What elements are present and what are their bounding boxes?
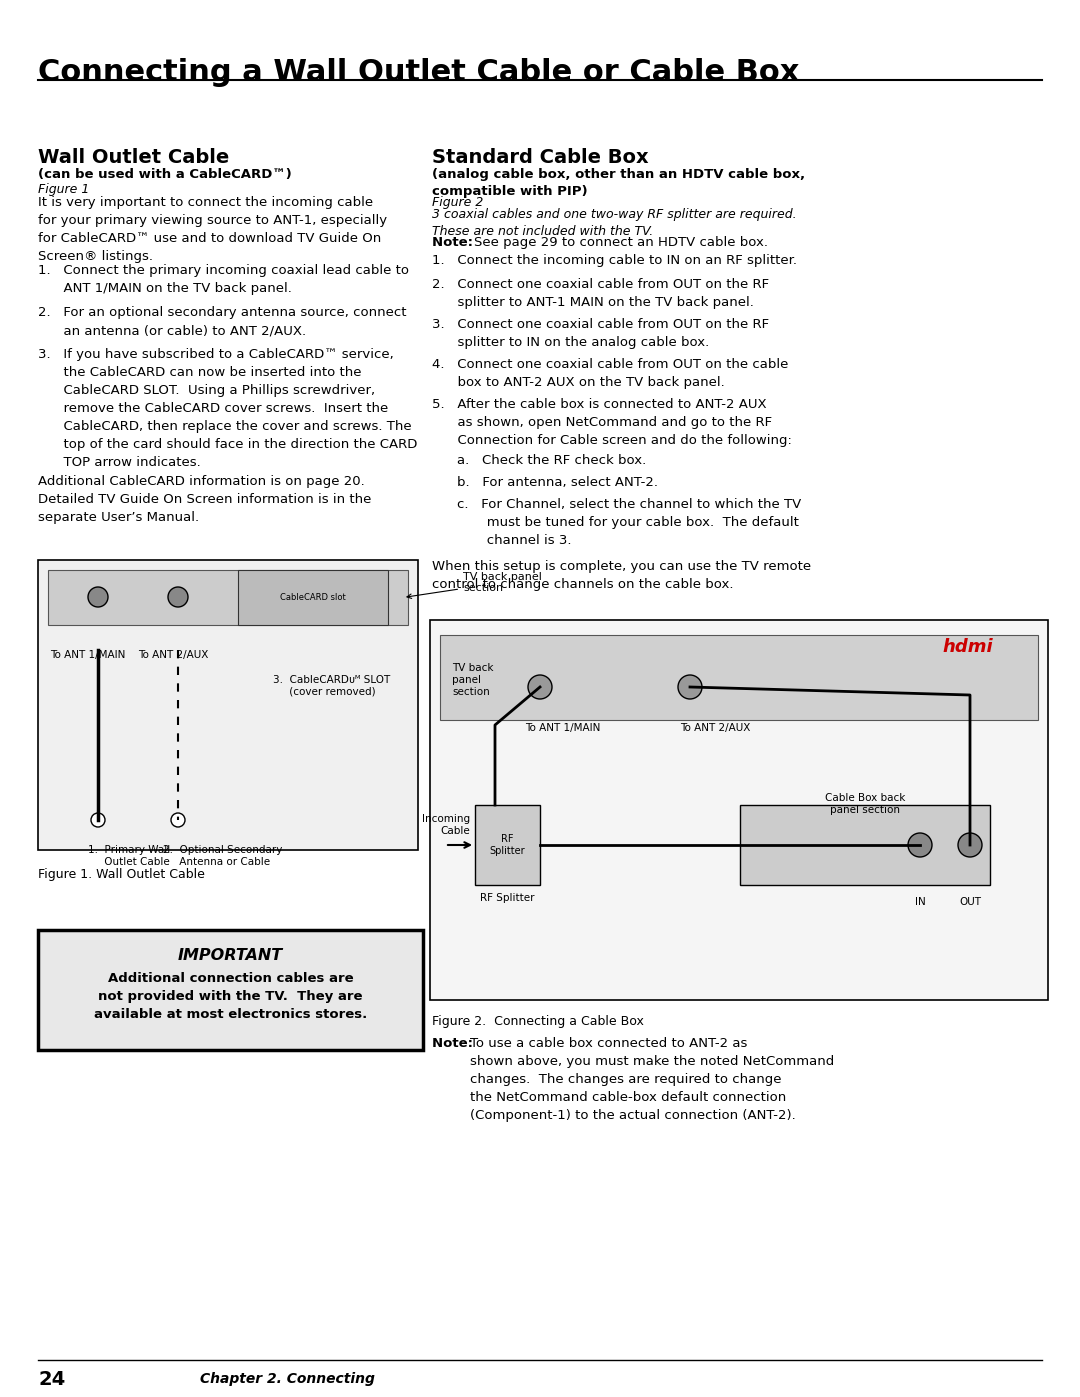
Text: RF Splitter: RF Splitter [481, 893, 535, 902]
Bar [38, 930, 423, 1051]
Text: 3.   Connect one coaxial cable from OUT on the RF
      splitter to IN on the an: 3. Connect one coaxial cable from OUT on… [432, 319, 769, 349]
Text: 3.  CableCARDᴜᴹ SLOT
     (cover removed): 3. CableCARDᴜᴹ SLOT (cover removed) [273, 675, 390, 697]
Text: Additional connection cables are: Additional connection cables are [108, 972, 353, 985]
Circle shape [908, 833, 932, 856]
Text: Incoming
Cable: Incoming Cable [422, 814, 470, 837]
Text: c.   For Channel, select the channel to which the TV
       must be tuned for yo: c. For Channel, select the channel to wh… [457, 497, 801, 548]
Bar [38, 560, 418, 849]
Text: When this setup is complete, you can use the TV remote
control to change channel: When this setup is complete, you can use… [432, 560, 811, 591]
Text: 5.   After the cable box is connected to ANT-2 AUX
      as shown, open NetComma: 5. After the cable box is connected to A… [432, 398, 792, 447]
Bar [475, 805, 540, 886]
Text: CableCARD slot: CableCARD slot [280, 592, 346, 602]
Text: To use a cable box connected to ANT-2 as
shown above, you must make the noted Ne: To use a cable box connected to ANT-2 as… [470, 1037, 834, 1122]
Circle shape [678, 675, 702, 698]
Text: Note:: Note: [432, 236, 483, 249]
Text: RF
Splitter: RF Splitter [489, 834, 525, 856]
Text: available at most electronics stores.: available at most electronics stores. [94, 1009, 367, 1021]
Text: TV back
panel
section: TV back panel section [453, 662, 494, 697]
Text: See page 29 to connect an HDTV cable box.: See page 29 to connect an HDTV cable box… [474, 236, 768, 249]
Text: Chapter 2. Connecting: Chapter 2. Connecting [200, 1372, 375, 1386]
Circle shape [91, 813, 105, 827]
Text: Figure 1. Wall Outlet Cable: Figure 1. Wall Outlet Cable [38, 868, 205, 882]
Text: It is very important to connect the incoming cable
for your primary viewing sour: It is very important to connect the inco… [38, 196, 387, 263]
Text: Figure 1: Figure 1 [38, 183, 90, 196]
Text: IMPORTANT: IMPORTANT [178, 949, 283, 963]
Text: Wall Outlet Cable: Wall Outlet Cable [38, 148, 229, 168]
Text: Figure 2: Figure 2 [432, 196, 484, 210]
Circle shape [528, 675, 552, 698]
Text: 2.   Connect one coaxial cable from OUT on the RF
      splitter to ANT-1 MAIN o: 2. Connect one coaxial cable from OUT on… [432, 278, 769, 309]
Text: a.   Check the RF check box.: a. Check the RF check box. [457, 454, 646, 467]
Text: OUT: OUT [959, 897, 981, 907]
Text: Additional CableCARD information is on page 20.
Detailed TV Guide On Screen info: Additional CableCARD information is on p… [38, 475, 372, 524]
Text: 3.   If you have subscribed to a CableCARD™ service,
      the CableCARD can now: 3. If you have subscribed to a CableCARD… [38, 348, 417, 469]
Circle shape [168, 587, 188, 608]
Bar [430, 620, 1048, 1000]
Text: Figure 2.  Connecting a Cable Box: Figure 2. Connecting a Cable Box [432, 1016, 644, 1028]
Text: 1.  Primary Wall
     Outlet Cable: 1. Primary Wall Outlet Cable [87, 845, 171, 866]
Text: b.   For antenna, select ANT-2.: b. For antenna, select ANT-2. [457, 476, 658, 489]
Text: 24: 24 [38, 1370, 65, 1389]
Bar [238, 570, 388, 624]
Text: 4.   Connect one coaxial cable from OUT on the cable
      box to ANT-2 AUX on t: 4. Connect one coaxial cable from OUT on… [432, 358, 788, 388]
Bar [48, 570, 408, 624]
Circle shape [171, 813, 185, 827]
Text: 2.   For an optional secondary antenna source, connect
      an antenna (or cabl: 2. For an optional secondary antenna sou… [38, 306, 406, 337]
Text: IN: IN [915, 897, 926, 907]
Text: 1.   Connect the primary incoming coaxial lead cable to
      ANT 1/MAIN on the : 1. Connect the primary incoming coaxial … [38, 264, 409, 295]
Bar [740, 805, 990, 886]
Text: (can be used with a CableCARD™): (can be used with a CableCARD™) [38, 168, 292, 182]
Text: 3 coaxial cables and one two-way RF splitter are required.
These are not include: 3 coaxial cables and one two-way RF spli… [432, 208, 797, 237]
Text: hdmi: hdmi [943, 638, 994, 657]
Text: To ANT 2/AUX: To ANT 2/AUX [680, 724, 751, 733]
Text: TV back panel
section: TV back panel section [407, 571, 542, 598]
Text: (analog cable box, other than an HDTV cable box,
compatible with PIP): (analog cable box, other than an HDTV ca… [432, 168, 805, 198]
Text: Standard Cable Box: Standard Cable Box [432, 148, 649, 168]
Text: To ANT 1/MAIN: To ANT 1/MAIN [50, 650, 125, 659]
Circle shape [958, 833, 982, 856]
Text: not provided with the TV.  They are: not provided with the TV. They are [98, 990, 363, 1003]
Text: Note:: Note: [432, 1037, 477, 1051]
Text: 2.  Optional Secondary
     Antenna or Cable: 2. Optional Secondary Antenna or Cable [163, 845, 282, 866]
Text: To ANT 1/MAIN: To ANT 1/MAIN [525, 724, 600, 733]
Text: To ANT 2/AUX: To ANT 2/AUX [138, 650, 208, 659]
Text: Cable Box back
panel section: Cable Box back panel section [825, 793, 905, 816]
Circle shape [87, 587, 108, 608]
Text: Connecting a Wall Outlet Cable or Cable Box: Connecting a Wall Outlet Cable or Cable … [38, 59, 799, 87]
Text: 1.   Connect the incoming cable to IN on an RF splitter.: 1. Connect the incoming cable to IN on a… [432, 254, 797, 267]
Bar [440, 636, 1038, 719]
